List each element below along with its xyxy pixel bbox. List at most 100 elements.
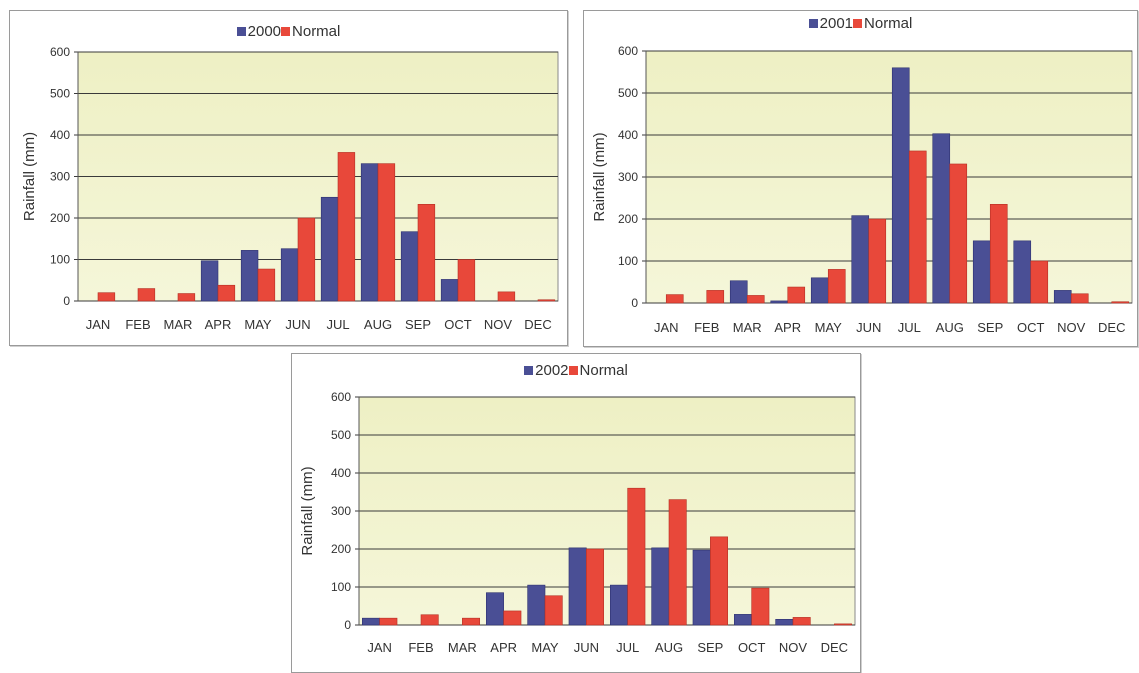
bar-normal [706, 290, 725, 304]
y-tick-label: 200 [618, 212, 638, 226]
x-tick-label: AUG [364, 317, 392, 332]
x-tick-label: SEP [977, 320, 1003, 335]
x-tick-label: DEC [1098, 320, 1125, 335]
bar-normal [668, 499, 687, 626]
y-tick-label: 500 [331, 428, 351, 442]
bar-normal [908, 150, 927, 304]
bar-normal [827, 269, 846, 304]
chart-panel-2002: 2002 Normal 0 100 200 300 400 500 600 JAN FEB MAR… [291, 353, 861, 673]
bar-year [851, 215, 870, 304]
legend: 2002 Normal [292, 362, 860, 379]
legend-entry-year: 2000 [236, 23, 281, 40]
legend-label-normal: Normal [292, 23, 341, 40]
bar-year [360, 163, 379, 302]
bar-year [932, 133, 951, 304]
legend-label-year: 2002 [535, 362, 569, 379]
x-tick-label: OCT [1017, 320, 1045, 335]
y-tick-label: 200 [331, 542, 351, 556]
bar-chart-2002: 0 100 200 300 400 500 600 JAN FEB MAR APR MAY JUN JUL… [299, 390, 856, 655]
legend-entry-year: 2002 [524, 362, 569, 379]
y-tick-label: 0 [63, 294, 70, 308]
bar-year [200, 260, 219, 302]
x-tick-label: OCT [738, 640, 766, 655]
bar-year [280, 248, 299, 302]
bar-year [734, 614, 752, 626]
bar-normal [137, 288, 156, 302]
bar-normal [868, 218, 887, 304]
y-tick-label: 400 [618, 128, 638, 142]
x-tick-label: DEC [524, 317, 551, 332]
x-tick-label: NOV [484, 317, 513, 332]
legend: 2001 Normal [584, 15, 1137, 32]
legend-swatch-normal [568, 366, 578, 375]
x-tick-label: AUG [936, 320, 964, 335]
bar-normal [949, 163, 968, 304]
bar-year [527, 584, 546, 626]
bar-normal [989, 204, 1008, 304]
x-tick-label: MAY [244, 317, 272, 332]
x-tick-label: MAR [164, 317, 193, 332]
legend: 2000 Normal [10, 23, 567, 40]
x-tick-label: FEB [408, 640, 433, 655]
y-tick-label: 100 [618, 254, 638, 268]
chart-panel-2001: 2001 Normal 0 100 200 300 400 500 600 JAN FEB MAR… [583, 10, 1138, 347]
bar-normal [177, 293, 196, 302]
x-tick-label: JUN [285, 317, 310, 332]
bar-year [651, 547, 670, 626]
bar-normal [377, 163, 396, 302]
bar-normal [97, 292, 116, 302]
bar-normal [217, 284, 236, 302]
x-tick-label: NOV [779, 640, 808, 655]
bar-year [692, 549, 711, 626]
bar-year [568, 547, 587, 626]
bar-year [610, 584, 628, 626]
bar-normal [1070, 293, 1089, 304]
legend-label-year: 2001 [819, 15, 854, 32]
legend-entry-year: 2001 [808, 15, 854, 32]
x-tick-label: FEB [694, 320, 719, 335]
x-tick-label: JUN [856, 320, 881, 335]
y-tick-label: 200 [50, 211, 70, 225]
legend-entry-normal: Normal [281, 23, 340, 40]
y-axis-label: Rainfall (mm) [591, 132, 608, 221]
x-tick-label: MAR [733, 320, 762, 335]
bar-normal [586, 548, 604, 626]
bar-year [775, 618, 794, 626]
x-tick-label: AUG [655, 640, 683, 655]
x-tick-label: NOV [1057, 320, 1086, 335]
y-tick-label: 0 [631, 296, 638, 310]
y-tick-label: 100 [331, 580, 351, 594]
bar-normal [417, 204, 436, 302]
bar-chart-2000: 0 100 200 300 400 500 600 JAN FEB MAR APR MAY JUN JUL… [21, 45, 559, 332]
x-tick-label: JAN [367, 640, 392, 655]
y-tick-label: 100 [50, 253, 70, 267]
bar-normal [420, 614, 439, 626]
y-tick-label: 600 [50, 45, 70, 59]
bar-normal [627, 487, 646, 626]
y-tick-label: 500 [618, 86, 638, 100]
legend-entry-normal: Normal [853, 15, 912, 32]
bar-year [1013, 240, 1032, 304]
bar-normal [497, 291, 516, 302]
y-tick-label: 600 [331, 390, 351, 404]
bar-normal [379, 617, 398, 626]
legend-label-normal: Normal [864, 15, 913, 32]
bar-normal [710, 536, 728, 626]
legend-swatch-year [808, 19, 818, 28]
bar-chart-2001: 0 100 200 300 400 500 600 JAN FEB MAR APR MAY JUN JUL… [591, 44, 1133, 335]
x-tick-label: DEC [821, 640, 848, 655]
x-tick-label: MAY [815, 320, 843, 335]
bar-year [810, 277, 829, 304]
bar-normal [1030, 260, 1049, 304]
x-tick-label: SEP [405, 317, 431, 332]
bar-normal [746, 295, 765, 304]
y-tick-label: 400 [50, 128, 70, 142]
chart-panel-2000: 2000 Normal 0 100 200 300 400 500 600 JAN FEB MAR… [9, 10, 568, 346]
bar-normal [297, 217, 316, 302]
bar-year [891, 67, 910, 304]
x-tick-label: JUL [326, 317, 349, 332]
x-tick-label: MAR [448, 640, 477, 655]
bar-normal [544, 595, 563, 626]
legend-label-normal: Normal [579, 362, 628, 379]
legend-swatch-year [524, 366, 534, 375]
